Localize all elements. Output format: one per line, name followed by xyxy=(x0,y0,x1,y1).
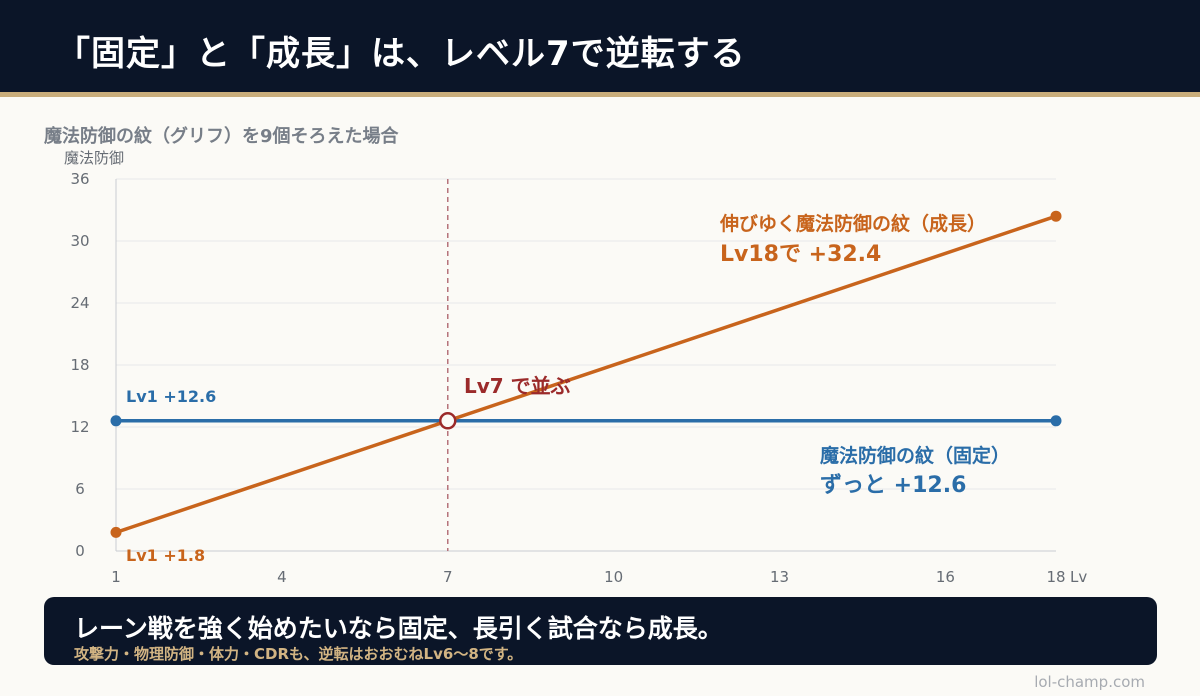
banner-sub-text: 攻撃力・物理防御・体力・CDRも、逆転はおおむねLv6〜8です。 xyxy=(74,645,523,663)
fixed-series-value: ずっと +12.6 xyxy=(820,473,966,498)
grid-lines xyxy=(115,178,1056,552)
crossover-marker xyxy=(439,412,457,430)
summary-banner: レーン戦を強く始めたいなら固定、長引く試合なら成長。 攻撃力・物理防御・体力・C… xyxy=(44,597,1157,665)
y-axis-label: 魔法防御 xyxy=(64,149,124,167)
y-tick-label: 6 xyxy=(75,480,85,498)
y-tick-label: 24 xyxy=(70,294,89,312)
growth-series-name: 伸びゆく魔法防御の紋（成長） xyxy=(719,212,986,235)
chart-annotations: Lv1 +12.6 Lv1 +1.8 魔法防御の紋（固定） ずっと +12.6 伸びゆく… xyxy=(126,212,1010,565)
series-point-1 xyxy=(1050,210,1062,222)
fixed-series-name: 魔法防御の紋（固定） xyxy=(820,444,1010,467)
growth-series-value: Lv18で +32.4 xyxy=(720,242,881,267)
x-tick-label: 4 xyxy=(277,568,287,586)
chart-title: 魔法防御の紋（グリフ）を9個そろえた場合 xyxy=(44,126,399,147)
growth-start-label: Lv1 +1.8 xyxy=(126,546,205,565)
x-tick-label: 16 xyxy=(936,568,955,586)
x-tick-label: 13 xyxy=(770,568,789,586)
series-point-0 xyxy=(110,415,122,427)
fixed-start-label: Lv1 +12.6 xyxy=(126,387,216,406)
series-point-0 xyxy=(1050,415,1062,427)
x-tick-label: 10 xyxy=(604,568,623,586)
y-tick-label: 36 xyxy=(70,170,89,188)
y-tick-label: 0 xyxy=(75,542,85,560)
x-tick-label: 1 xyxy=(111,568,121,586)
page-title: 「固定」と「成長」は、レベル7で逆転する xyxy=(56,34,746,74)
x-tick-label: 18 xyxy=(1046,568,1065,586)
site-watermark: lol-champ.com xyxy=(1034,673,1145,691)
crossover-label: Lv7 で並ぶ xyxy=(464,374,571,398)
banner-main-text: レーン戦を強く始めたいなら固定、長引く試合なら成長。 xyxy=(74,614,723,643)
series-lines xyxy=(110,210,1062,538)
y-tick-label: 30 xyxy=(70,232,89,250)
header-bar: 「固定」と「成長」は、レベル7で逆転する xyxy=(0,0,1200,92)
series-point-1 xyxy=(110,526,122,538)
y-tick-label: 12 xyxy=(70,418,89,436)
header-divider xyxy=(0,92,1200,97)
x-tick-label: 7 xyxy=(443,568,453,586)
x-axis-label: Lv xyxy=(1070,568,1087,586)
y-tick-label: 18 xyxy=(70,356,89,374)
series-line-1 xyxy=(114,214,1058,535)
axis-ticks: 0 6 12 18 24 30 36 1 4 7 10 13 16 18 Lv 魔法防御 xyxy=(64,149,1087,586)
